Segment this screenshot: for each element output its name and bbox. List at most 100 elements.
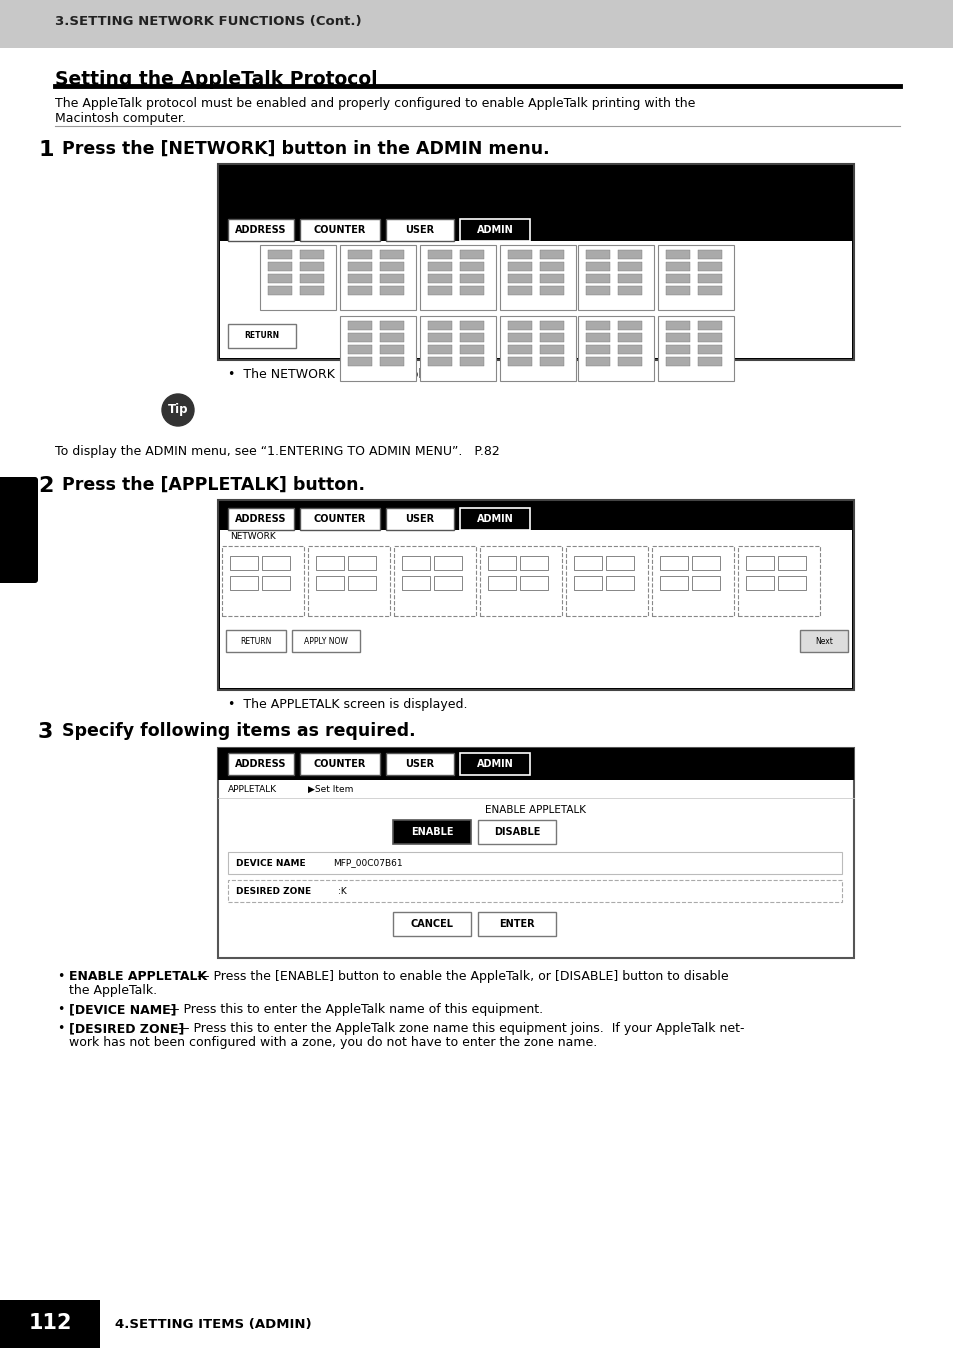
Text: NETWORK: NETWORK: [230, 532, 275, 541]
Bar: [222, 546, 304, 616]
Text: APPLY NOW: APPLY NOW: [304, 636, 348, 646]
Bar: [379, 357, 403, 367]
Text: INTERNET FAX: INTERNET FAX: [355, 365, 400, 369]
Bar: [434, 555, 461, 570]
Text: CANCEL: CANCEL: [410, 919, 453, 929]
Text: USER: USER: [405, 514, 435, 524]
Bar: [585, 345, 609, 355]
Text: Custom
SETTINGS: Custom SETTINGS: [679, 365, 711, 376]
Text: XXX XXX: XXX XXX: [780, 578, 798, 582]
Text: XXX XXX: XXX XXX: [521, 558, 540, 562]
Text: XXX XXX: XXX XXX: [350, 558, 368, 562]
Bar: [665, 333, 689, 342]
Text: XXX XXX: XXX XXX: [576, 578, 594, 582]
Bar: [539, 274, 563, 283]
Text: XXX XXX: XXX XXX: [490, 558, 508, 562]
Text: XXX XXX: XXX XXX: [607, 558, 626, 562]
Text: XXX XXX: XXX XXX: [403, 578, 422, 582]
Text: RETURN: RETURN: [240, 636, 272, 646]
Text: :K: :K: [337, 887, 346, 895]
Bar: [228, 508, 294, 530]
Bar: [665, 286, 689, 295]
Bar: [585, 321, 609, 330]
Text: NETWORK: NETWORK: [358, 297, 397, 306]
Text: Specify following items as required.: Specify following items as required.: [62, 723, 416, 740]
Text: Press the [NETWORK] button in the ADMIN menu.: Press the [NETWORK] button in the ADMIN …: [62, 140, 549, 158]
Bar: [745, 576, 773, 590]
Text: XXX XXX: XXX XXX: [747, 558, 765, 562]
Bar: [386, 754, 454, 775]
Bar: [618, 333, 641, 342]
Bar: [428, 345, 452, 355]
Bar: [308, 546, 390, 616]
Text: XXX XXX: XXX XXX: [780, 558, 798, 562]
Bar: [574, 555, 601, 570]
Text: ENABLE APPLETALK: ENABLE APPLETALK: [485, 805, 586, 816]
Bar: [228, 218, 294, 241]
Bar: [419, 315, 496, 381]
Text: XXX XXX: XXX XXX: [490, 578, 508, 582]
Bar: [459, 357, 483, 367]
Text: •  The NETWORK menu is displayed.: • The NETWORK menu is displayed.: [228, 368, 456, 381]
Text: Press the [APPLETALK] button.: Press the [APPLETALK] button.: [62, 476, 365, 493]
Text: GENERAL: GENERAL: [280, 297, 315, 306]
Text: FILE: FILE: [608, 297, 623, 306]
Text: XXX XXX: XXX XXX: [264, 578, 282, 582]
Text: — Press the [ENABLE] button to enable the AppleTalk, or [DISABLE] button to disa: — Press the [ENABLE] button to enable th…: [193, 971, 728, 983]
Text: COUNTER: COUNTER: [314, 514, 366, 524]
Bar: [698, 286, 721, 295]
Bar: [618, 262, 641, 271]
Text: XXX XXX: XXX XXX: [693, 578, 712, 582]
Text: XXX XXX: XXX XXX: [661, 558, 679, 562]
Bar: [665, 345, 689, 355]
Text: FAX: FAX: [531, 297, 544, 306]
Bar: [507, 345, 532, 355]
Text: XXX XXX: XXX XXX: [661, 578, 679, 582]
Bar: [315, 576, 344, 590]
Text: USER: USER: [405, 225, 435, 235]
Bar: [459, 218, 530, 241]
Text: XXX XXX: XXX XXX: [264, 558, 282, 562]
Bar: [428, 357, 452, 367]
Text: ENABLE: ENABLE: [411, 828, 453, 837]
Bar: [507, 333, 532, 342]
Text: COUNTER: COUNTER: [314, 759, 366, 768]
Bar: [348, 274, 372, 283]
Bar: [315, 555, 344, 570]
Bar: [519, 555, 547, 570]
Bar: [262, 555, 290, 570]
Text: USER: USER: [405, 759, 435, 768]
Bar: [459, 321, 483, 330]
Bar: [379, 321, 403, 330]
Bar: [268, 249, 292, 259]
Text: IPX/SPX: IPX/SPX: [335, 603, 363, 609]
Text: DEVICE NAME: DEVICE NAME: [235, 859, 305, 868]
Text: Next: Next: [814, 636, 832, 646]
Bar: [539, 321, 563, 330]
Text: XXX XXX: XXX XXX: [693, 558, 712, 562]
Bar: [691, 576, 720, 590]
Bar: [459, 262, 483, 271]
Bar: [507, 357, 532, 367]
Bar: [539, 333, 563, 342]
Text: XXX XXX: XXX XXX: [576, 558, 594, 562]
Text: APPLETALK: APPLETALK: [228, 785, 276, 794]
Bar: [299, 508, 379, 530]
Bar: [428, 249, 452, 259]
Bar: [507, 321, 532, 330]
Text: XXX XXX: XXX XXX: [436, 558, 454, 562]
Bar: [459, 286, 483, 295]
Text: 3: 3: [38, 723, 53, 741]
Bar: [299, 218, 379, 241]
Bar: [585, 249, 609, 259]
Bar: [379, 262, 403, 271]
Bar: [651, 546, 733, 616]
Bar: [459, 274, 483, 283]
Bar: [605, 576, 634, 590]
Bar: [479, 546, 561, 616]
Text: SMB: SMB: [513, 603, 528, 609]
Bar: [618, 345, 641, 355]
Bar: [428, 286, 452, 295]
Bar: [745, 555, 773, 570]
Bar: [218, 748, 853, 958]
